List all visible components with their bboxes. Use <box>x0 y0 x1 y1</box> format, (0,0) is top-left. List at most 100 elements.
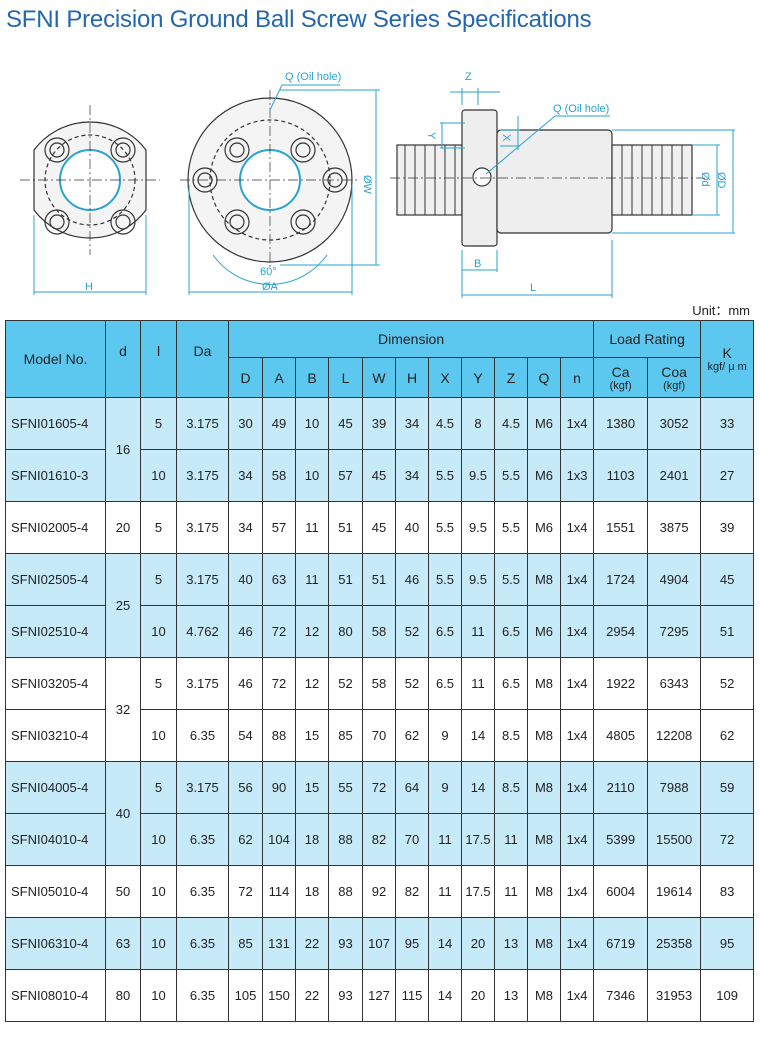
cell-dim-x: 4.5 <box>428 397 462 450</box>
cell-dim-n: 1x4 <box>559 969 595 1022</box>
cell-ca: 6719 <box>593 917 649 970</box>
cell-dim-x: 6.5 <box>428 605 462 658</box>
cell-coa: 3875 <box>647 501 702 554</box>
cell-model: SFNI05010-4 <box>5 865 106 918</box>
cell-dim-x: 5.5 <box>428 449 462 502</box>
cell-d: 80 <box>105 969 141 1022</box>
cell-dim-l: 51 <box>328 553 363 606</box>
cell-coa: 7295 <box>647 605 702 658</box>
cell-dim-w: 82 <box>362 813 396 866</box>
cell-dim-b: 22 <box>295 969 329 1022</box>
cell-dim-y: 9.5 <box>461 553 495 606</box>
cell-dim-w: 70 <box>362 709 396 762</box>
cell-dim-q: M6 <box>527 397 561 450</box>
cell-dim-w: 107 <box>362 917 396 970</box>
oil-hole-label-side: Q (Oil hole) <box>553 103 609 115</box>
cell-dim-y: 8 <box>461 397 495 450</box>
cell-dim-l: 45 <box>328 397 363 450</box>
cell-d: 63 <box>105 917 141 970</box>
cell-model: SFNI02510-4 <box>5 605 106 658</box>
header-d: d <box>105 320 141 398</box>
cell-dim-b: 10 <box>295 449 329 502</box>
cell-dim-y: 17.5 <box>461 813 495 866</box>
header-dim-w: W <box>362 357 396 398</box>
cell-dim-a: 57 <box>262 501 296 554</box>
cell-dim-h: 46 <box>395 553 429 606</box>
header-coa: Coa (kgf) <box>647 357 702 398</box>
cell-dim-a: 63 <box>262 553 296 606</box>
nut-end-view-cut-flange <box>20 105 160 255</box>
cell-dim-d: 46 <box>228 605 263 658</box>
cell-dim-n: 1x4 <box>559 813 595 866</box>
cell-model: SFNI06310-4 <box>5 917 106 970</box>
unit-label: Unit：mm <box>692 303 750 318</box>
cell-dim-z: 13 <box>494 917 528 970</box>
header-dim-z: Z <box>494 357 528 398</box>
cell-dim-z: 6.5 <box>494 657 528 710</box>
cell-dim-a: 114 <box>262 865 296 918</box>
oil-hole-label-front: Q (Oil hole) <box>285 71 341 83</box>
cell-dim-z: 13 <box>494 969 528 1022</box>
cell-model: SFNI02005-4 <box>5 501 106 554</box>
cell-d: 40 <box>105 761 141 866</box>
cell-dim-n: 1x3 <box>559 449 595 502</box>
cell-model: SFNI03210-4 <box>5 709 106 762</box>
cell-dim-b: 11 <box>295 553 329 606</box>
cell-dim-h: 40 <box>395 501 429 554</box>
nut-end-view-round-flange <box>180 90 360 270</box>
cell-ca: 1922 <box>593 657 649 710</box>
header-load-rating: Load Rating <box>593 320 702 358</box>
cell-dim-y: 11 <box>461 605 495 658</box>
nut-side-view <box>390 109 705 247</box>
cell-dim-z: 11 <box>494 813 528 866</box>
cell-k: 52 <box>700 657 755 710</box>
cell-k: 51 <box>700 605 755 658</box>
cell-dim-n: 1x4 <box>559 553 595 606</box>
table-row: SFNI04010-4 10 6.35 62 104 18 88 82 70 11 17.5 11 M8… <box>5 813 755 866</box>
cell-dim-n: 1x4 <box>559 605 595 658</box>
cell-l: 10 <box>140 969 177 1022</box>
cell-d: 20 <box>105 501 141 554</box>
cell-dim-d: 46 <box>228 657 263 710</box>
cell-dim-x: 9 <box>428 709 462 762</box>
cell-dim-y: 11 <box>461 657 495 710</box>
cell-model: SFNI08010-4 <box>5 969 106 1022</box>
cell-d: 25 <box>105 553 141 658</box>
cell-k: 59 <box>700 761 755 814</box>
cell-k: 39 <box>700 501 755 554</box>
cell-dim-n: 1x4 <box>559 657 595 710</box>
cell-dim-n: 1x4 <box>559 397 595 450</box>
cell-k: 62 <box>700 709 755 762</box>
cell-dim-h: 64 <box>395 761 429 814</box>
cell-da: 3.175 <box>176 397 229 450</box>
cell-l: 10 <box>140 449 177 502</box>
cell-dim-h: 82 <box>395 865 429 918</box>
cell-dim-q: M8 <box>527 553 561 606</box>
header-dim-h: H <box>395 357 429 398</box>
cell-dim-z: 5.5 <box>494 501 528 554</box>
angle-label: 60° <box>260 266 277 278</box>
cell-k: 72 <box>700 813 755 866</box>
cell-l: 10 <box>140 605 177 658</box>
cell-dim-d: 72 <box>228 865 263 918</box>
header-coa-label: Coa <box>661 363 687 380</box>
cell-coa: 4904 <box>647 553 702 606</box>
cell-dim-a: 150 <box>262 969 296 1022</box>
header-dimension: Dimension <box>227 320 595 358</box>
cell-dim-n: 1x4 <box>559 501 595 554</box>
cell-dim-x: 9 <box>428 761 462 814</box>
cell-dim-a: 49 <box>262 397 296 450</box>
cell-da: 6.35 <box>176 917 229 970</box>
table-row: SFNI06310-4 63 10 6.35 85 131 22 93 107 95 14 20 13 M… <box>5 917 755 970</box>
cell-model: SFNI04005-4 <box>5 761 106 814</box>
cell-dim-y: 20 <box>461 917 495 970</box>
dim-y-label: Y <box>425 132 437 140</box>
cell-dim-q: M6 <box>527 605 561 658</box>
cell-model: SFNI02505-4 <box>5 553 106 606</box>
cell-dim-h: 34 <box>395 449 429 502</box>
cell-k: 27 <box>700 449 755 502</box>
cell-l: 10 <box>140 813 177 866</box>
cell-da: 3.175 <box>176 761 229 814</box>
cell-dim-n: 1x4 <box>559 761 595 814</box>
cell-dim-d: 62 <box>228 813 263 866</box>
